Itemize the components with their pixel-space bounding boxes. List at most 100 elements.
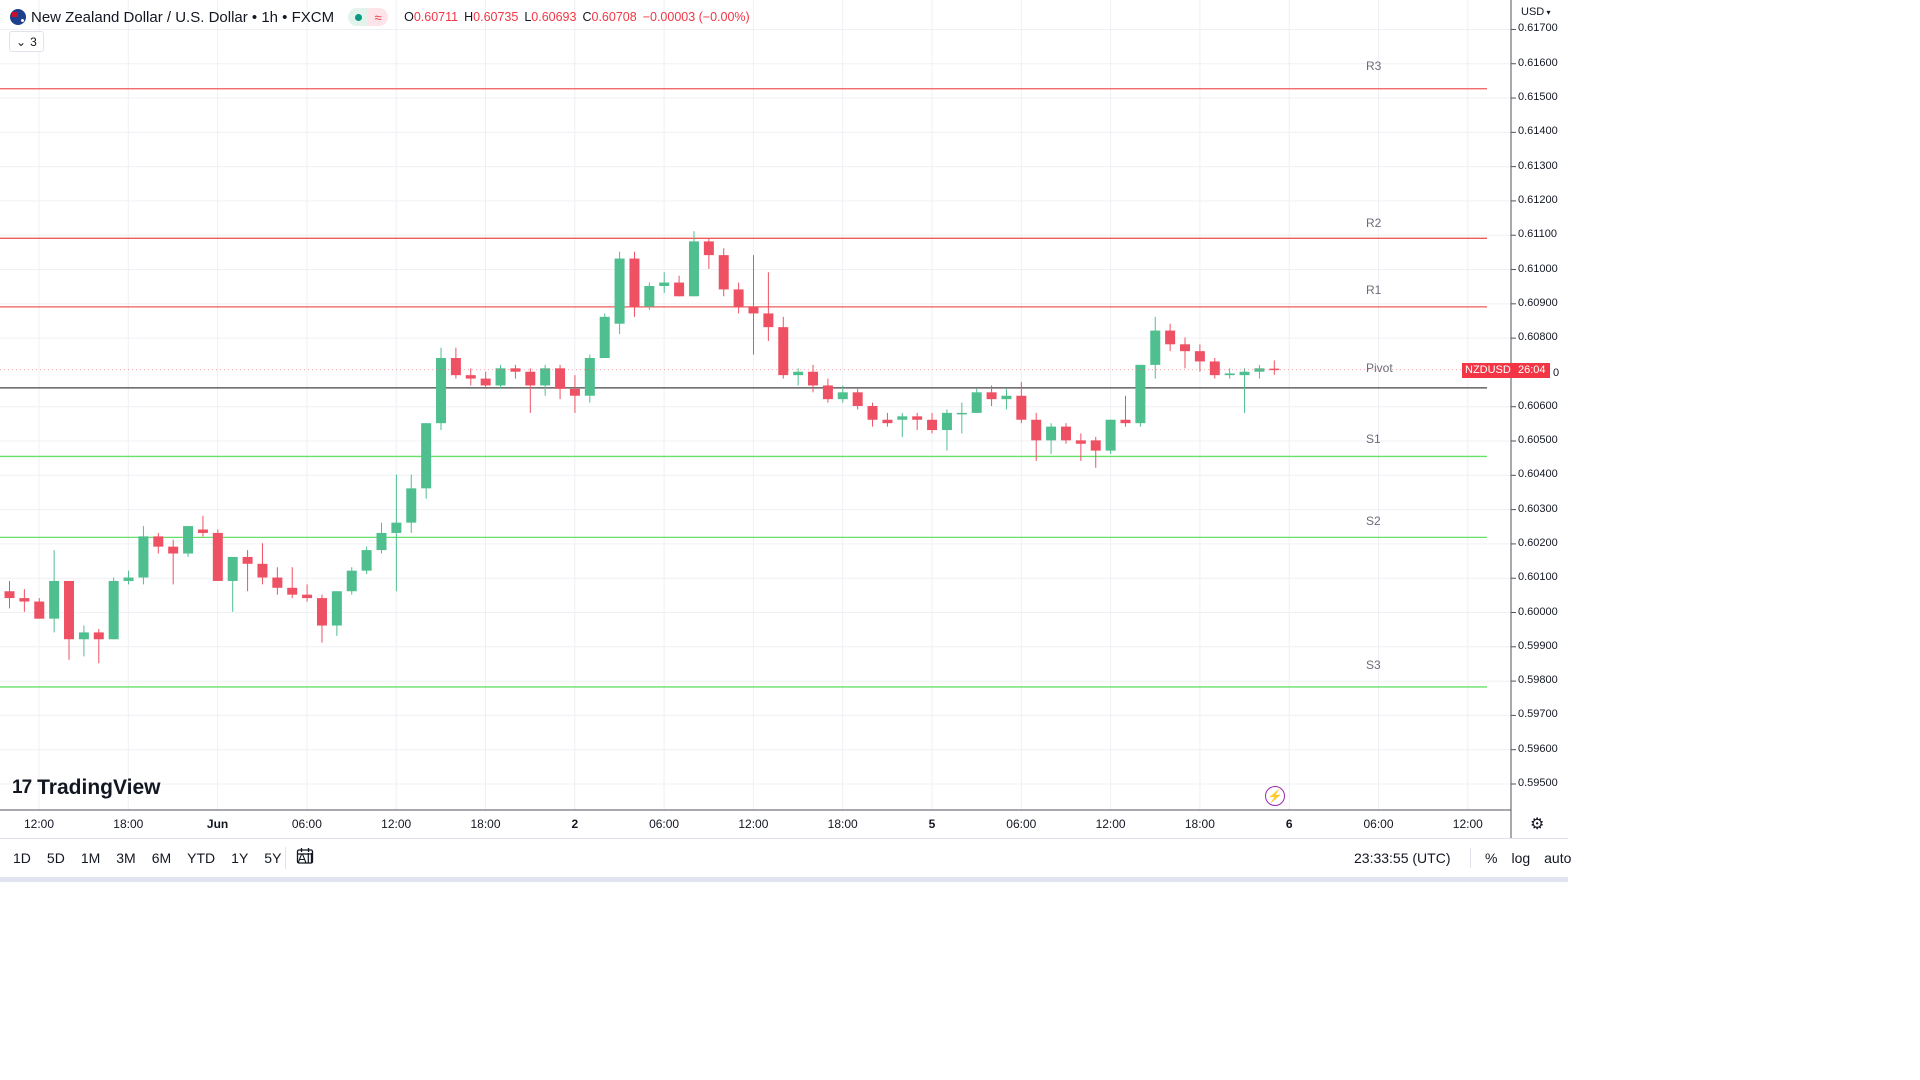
- time-tick-label: 12:00: [23, 817, 55, 831]
- time-tick-label: 18:00: [113, 817, 144, 831]
- close-value: 0.60708: [591, 10, 637, 24]
- candle-body: [659, 282, 670, 286]
- range-button-5y[interactable]: 5Y: [264, 850, 282, 866]
- candle-body: [168, 546, 179, 554]
- symbol-title[interactable]: New Zealand Dollar / U.S. Dollar • 1h • …: [31, 8, 335, 26]
- range-button-1m[interactable]: 1M: [80, 850, 101, 866]
- candle: [1135, 364, 1146, 427]
- candle-body: [644, 285, 655, 307]
- candle-body: [837, 392, 848, 400]
- candle-body: [1075, 440, 1086, 444]
- candle: [316, 594, 327, 643]
- range-button-6m[interactable]: 6M: [151, 850, 172, 866]
- candle: [584, 354, 595, 403]
- candle-body: [599, 316, 610, 359]
- candle: [183, 526, 194, 557]
- candle: [1254, 364, 1265, 379]
- pivot-label-pivot: Pivot: [1366, 360, 1393, 375]
- candle: [1031, 412, 1042, 461]
- candle: [555, 364, 566, 400]
- change-value: −0.00003 (−0.00%): [642, 10, 750, 24]
- candle: [629, 251, 640, 317]
- candle: [733, 282, 744, 314]
- pivot-label-r2: R2: [1366, 216, 1382, 231]
- candle: [644, 282, 655, 310]
- data-delay-icon[interactable]: ≈: [368, 8, 389, 26]
- candle-body: [1105, 419, 1116, 451]
- price-chart[interactable]: [0, 0, 1568, 838]
- pivot-label-s3: S3: [1366, 657, 1381, 672]
- candle: [391, 474, 402, 592]
- scale-options: % log auto: [1470, 848, 1572, 868]
- candle-body: [897, 416, 908, 420]
- market-status-badges[interactable]: ≈: [348, 8, 389, 26]
- price-tick-label: 0.60500: [1518, 434, 1558, 446]
- candle: [1194, 344, 1205, 372]
- candle-body: [316, 598, 327, 626]
- candle: [34, 598, 45, 619]
- candle-body: [703, 241, 714, 256]
- candle-body: [1031, 419, 1042, 441]
- time-tick-label: 06:00: [1363, 817, 1394, 831]
- candle: [257, 543, 268, 585]
- candle-body: [748, 306, 759, 314]
- candle-body: [272, 577, 283, 588]
- candle-body: [436, 358, 447, 424]
- candle-body: [361, 550, 372, 571]
- range-button-1y[interactable]: 1Y: [231, 850, 249, 866]
- range-button-1d[interactable]: 1D: [13, 850, 31, 866]
- price-tick-label: 0.61700: [1518, 22, 1558, 35]
- candle: [688, 231, 699, 297]
- indicators-toggle-button[interactable]: ⌄ 3: [9, 31, 44, 52]
- candle: [569, 375, 580, 413]
- candle-body: [64, 580, 75, 640]
- time-tick-label: 06:00: [291, 817, 322, 831]
- candle: [123, 570, 134, 585]
- candle: [822, 378, 833, 403]
- candle: [986, 385, 997, 407]
- candle-body: [1254, 368, 1265, 372]
- utc-clock[interactable]: 23:33:55 (UTC): [1354, 850, 1451, 866]
- candle: [19, 589, 30, 612]
- candle-body: [138, 536, 149, 578]
- low-value: 0.60693: [531, 10, 577, 24]
- candle: [778, 316, 789, 379]
- pivot-label-r3: R3: [1366, 58, 1382, 73]
- candle: [1165, 323, 1176, 352]
- time-tick-label: 18:00: [1184, 817, 1215, 831]
- candle: [1075, 433, 1086, 461]
- tradingview-logo[interactable]: 17 TradingView: [12, 776, 160, 800]
- auto-scale-toggle[interactable]: auto: [1544, 850, 1572, 866]
- price-tick-partial: 0: [1553, 367, 1560, 379]
- go-to-date-calendar-icon[interactable]: [296, 847, 314, 865]
- toolbar-separator: [285, 847, 286, 869]
- candle-body: [688, 241, 699, 297]
- price-tick-label: 0.60800: [1518, 331, 1558, 344]
- lightning-icon[interactable]: ⚡: [1265, 786, 1285, 806]
- candle: [64, 580, 75, 660]
- candle-body: [1060, 426, 1071, 441]
- candle-body: [1239, 371, 1250, 376]
- symbol-price-tag: NZDUSD: [1462, 362, 1514, 378]
- range-button-ytd[interactable]: YTD: [187, 850, 216, 866]
- log-scale-toggle[interactable]: log: [1511, 850, 1531, 866]
- candle-body: [971, 392, 982, 413]
- candle-body: [584, 358, 595, 396]
- range-button-5d[interactable]: 5D: [46, 850, 65, 866]
- gear-icon[interactable]: ⚙: [1530, 816, 1545, 833]
- candle-body: [927, 419, 938, 431]
- percent-scale-toggle[interactable]: %: [1485, 850, 1498, 866]
- market-open-icon[interactable]: [348, 8, 369, 26]
- window-bottom-strip: [0, 877, 1568, 882]
- pivot-label-s1: S1: [1366, 432, 1381, 447]
- candle-body: [793, 371, 804, 376]
- candle: [1016, 382, 1027, 424]
- bar-countdown: 26:04: [1514, 362, 1550, 378]
- currency-selector[interactable]: USD ▾: [1521, 6, 1551, 18]
- candle-body: [287, 587, 298, 595]
- candle: [212, 529, 223, 581]
- candle-body: [108, 580, 119, 640]
- range-button-3m[interactable]: 3M: [116, 850, 136, 866]
- candle: [450, 347, 461, 379]
- candle: [614, 251, 625, 335]
